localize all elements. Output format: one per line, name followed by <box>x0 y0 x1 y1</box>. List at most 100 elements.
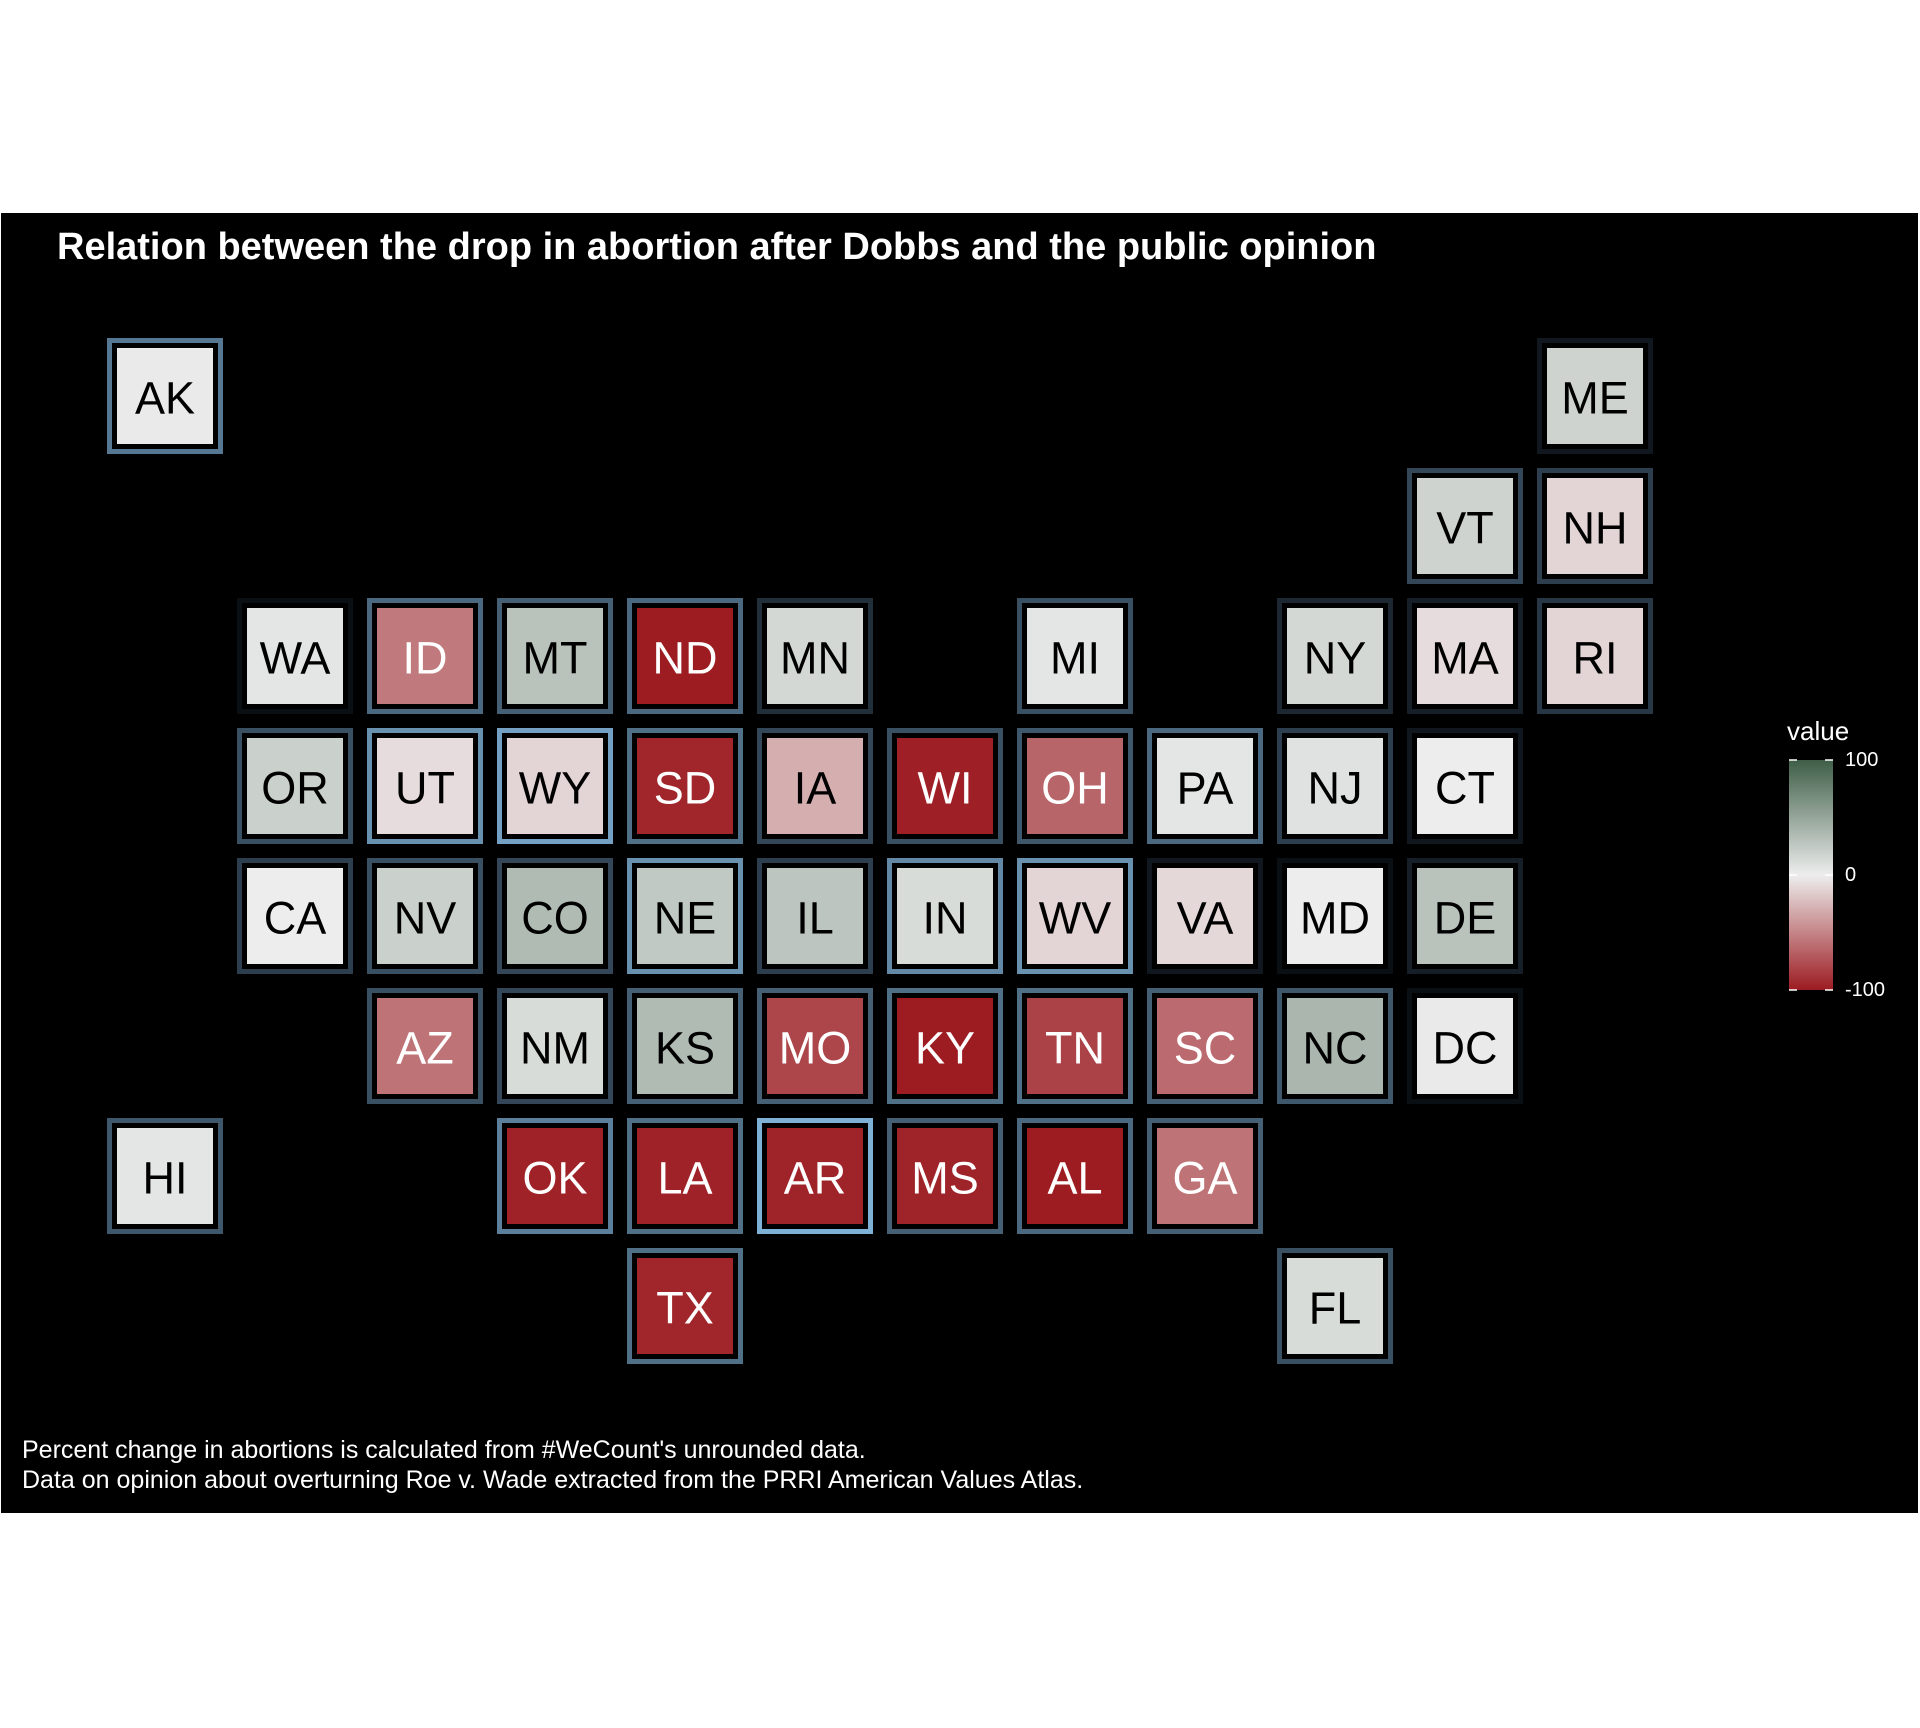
state-tile-ct: CT <box>1407 728 1523 844</box>
tile-fill <box>1417 478 1513 574</box>
state-tile-il: IL <box>757 858 873 974</box>
state-tile-sd: SD <box>627 728 743 844</box>
state-tile-md: MD <box>1277 858 1393 974</box>
tile-fill <box>1027 738 1123 834</box>
tile-fill <box>507 998 603 1094</box>
legend-title: value <box>1787 716 1849 746</box>
state-label: VA <box>1177 893 1234 944</box>
state-tile-wv: WV <box>1017 858 1133 974</box>
state-tile-ms: MS <box>887 1118 1003 1234</box>
state-tile-la: LA <box>627 1118 743 1234</box>
state-label: WY <box>519 763 592 814</box>
state-tile-nm: NM <box>497 988 613 1104</box>
state-tile-al: AL <box>1017 1118 1133 1234</box>
tile-fill <box>507 1128 603 1224</box>
state-label: ND <box>653 633 718 684</box>
tile-fill <box>637 868 733 964</box>
state-tile-nh: NH <box>1537 468 1653 584</box>
caption-line: Percent change in abortions is calculate… <box>22 1436 866 1464</box>
state-label: IL <box>796 893 834 944</box>
state-tile-wy: WY <box>497 728 613 844</box>
state-tile-oh: OH <box>1017 728 1133 844</box>
tile-fill <box>897 998 993 1094</box>
state-tile-or: OR <box>237 728 353 844</box>
state-tile-mn: MN <box>757 598 873 714</box>
tile-fill <box>1027 998 1123 1094</box>
state-tile-pa: PA <box>1147 728 1263 844</box>
state-tile-mo: MO <box>757 988 873 1104</box>
state-label: TX <box>656 1283 714 1334</box>
state-label: AL <box>1047 1153 1102 1204</box>
tile-fill <box>1027 608 1123 704</box>
state-label: CT <box>1435 763 1495 814</box>
tile-fill <box>247 738 343 834</box>
state-label: OH <box>1041 763 1109 814</box>
state-label: IN <box>923 893 968 944</box>
tile-fill <box>377 868 473 964</box>
state-tile-wa: WA <box>237 598 353 714</box>
state-tile-ma: MA <box>1407 598 1523 714</box>
state-tile-dc: DC <box>1407 988 1523 1104</box>
tile-fill <box>1157 868 1253 964</box>
tile-fill <box>1547 348 1643 444</box>
tile-fill <box>1027 1128 1123 1224</box>
state-label: WI <box>918 763 973 814</box>
tile-fill <box>637 738 733 834</box>
state-label: KS <box>655 1023 715 1074</box>
state-label: AR <box>784 1153 847 1204</box>
tile-fill <box>1027 868 1123 964</box>
state-label: DC <box>1433 1023 1498 1074</box>
state-label: FL <box>1309 1283 1362 1334</box>
tile-fill <box>767 608 863 704</box>
tile-fill <box>377 738 473 834</box>
tile-fill <box>897 868 993 964</box>
tile-fill <box>1417 998 1513 1094</box>
state-tile-ks: KS <box>627 988 743 1104</box>
tile-fill <box>637 1258 733 1354</box>
state-tile-ne: NE <box>627 858 743 974</box>
tile-fill <box>1547 478 1643 574</box>
state-tile-id: ID <box>367 598 483 714</box>
state-label: OK <box>522 1153 587 1204</box>
state-tile-ut: UT <box>367 728 483 844</box>
state-tile-in: IN <box>887 858 1003 974</box>
state-label: IA <box>794 763 837 814</box>
state-label: HI <box>143 1153 188 1204</box>
legend-tick-label: -100 <box>1845 979 1885 1001</box>
state-label: VT <box>1436 503 1494 554</box>
tile-fill <box>507 608 603 704</box>
state-label: NM <box>520 1023 590 1074</box>
state-label: MO <box>779 1023 852 1074</box>
tile-fill <box>1157 1128 1253 1224</box>
state-label: NC <box>1303 1023 1368 1074</box>
state-label: MD <box>1300 893 1370 944</box>
state-label: CA <box>264 893 327 944</box>
state-label: AZ <box>396 1023 454 1074</box>
state-label: LA <box>657 1153 712 1204</box>
tile-fill <box>1287 868 1383 964</box>
tile-fill <box>767 998 863 1094</box>
state-tile-nd: ND <box>627 598 743 714</box>
tile-fill <box>117 348 213 444</box>
state-tile-tx: TX <box>627 1248 743 1364</box>
state-label: PA <box>1177 763 1234 814</box>
state-label: NJ <box>1308 763 1363 814</box>
state-tile-ok: OK <box>497 1118 613 1234</box>
tile-fill <box>1157 738 1253 834</box>
state-tile-ny: NY <box>1277 598 1393 714</box>
state-tile-ia: IA <box>757 728 873 844</box>
state-label: AK <box>135 373 195 424</box>
state-tile-hi: HI <box>107 1118 223 1234</box>
tile-fill <box>897 738 993 834</box>
state-label: TN <box>1045 1023 1105 1074</box>
state-tile-sc: SC <box>1147 988 1263 1104</box>
state-label: UT <box>395 763 455 814</box>
state-tile-nc: NC <box>1277 988 1393 1104</box>
tile-fill <box>767 1128 863 1224</box>
state-tile-tn: TN <box>1017 988 1133 1104</box>
state-tile-ca: CA <box>237 858 353 974</box>
state-tile-co: CO <box>497 858 613 974</box>
tile-fill <box>1417 738 1513 834</box>
state-tile-mi: MI <box>1017 598 1133 714</box>
